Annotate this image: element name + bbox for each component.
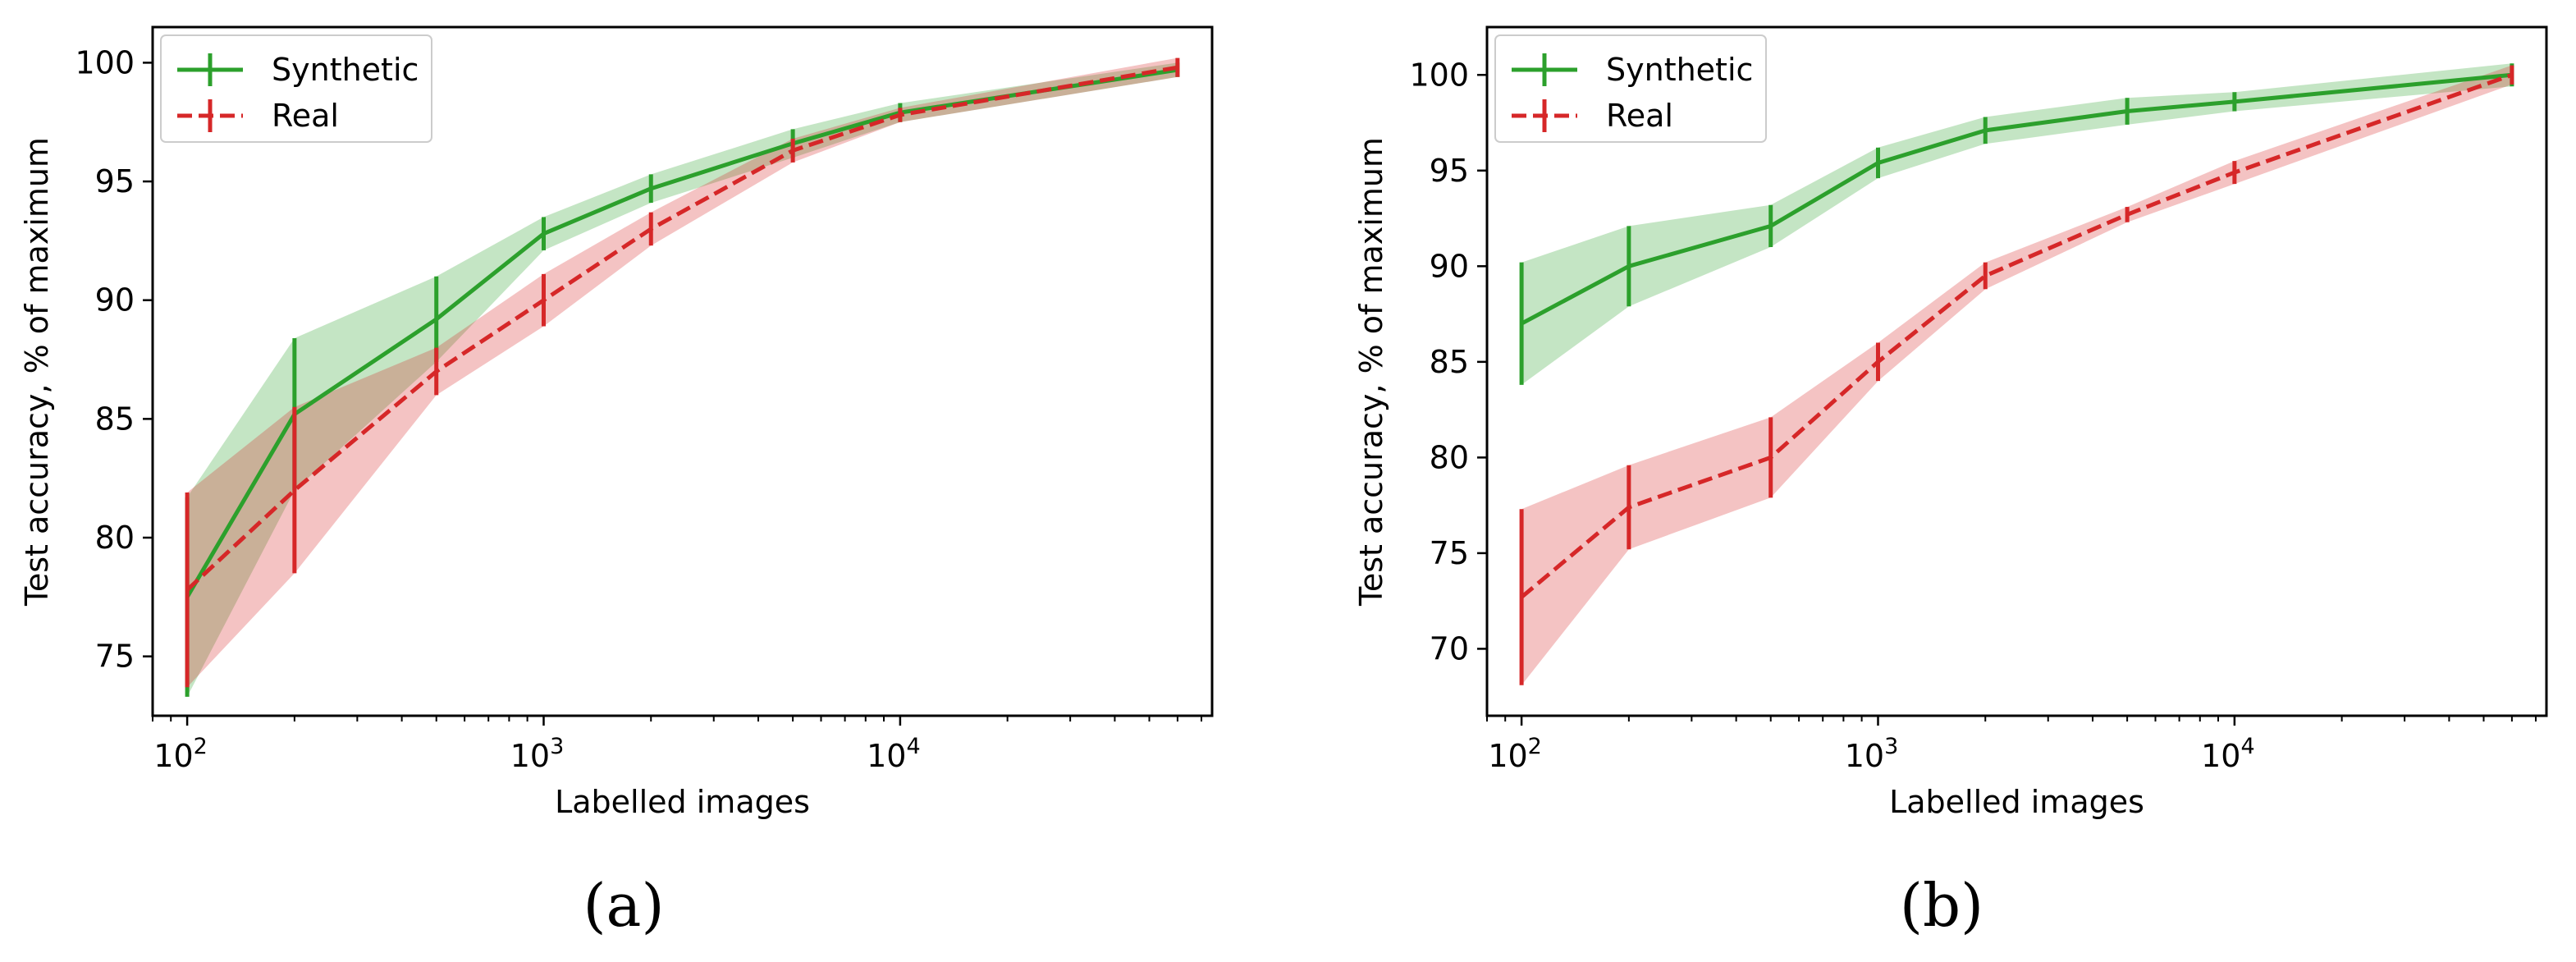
y-tick-label: 95 — [95, 163, 135, 199]
plot-frame — [1485, 25, 2548, 717]
y-tick-label: 100 — [75, 44, 135, 80]
x-axis-label: Labelled images — [1889, 784, 2144, 820]
panel-caption: (b) — [1900, 871, 1983, 940]
y-tick-label: 100 — [1409, 57, 1469, 93]
x-tick-label: 104 — [867, 734, 921, 774]
x-tick-label: 103 — [510, 734, 565, 774]
series-line-real — [185, 65, 1178, 592]
y-tick-label: 80 — [95, 520, 135, 556]
y-axis-label: Test accuracy, % of maximum — [1353, 137, 1389, 607]
legend-label-synthetic: Synthetic — [1606, 52, 1753, 88]
confidence-band-real — [187, 57, 1178, 688]
y-tick-label: 90 — [95, 282, 135, 318]
x-tick-label: 103 — [1845, 734, 1899, 774]
plot-frame — [151, 25, 1214, 717]
chart-panel-b: 70 75 80 85 90 95 100 102 103 104 Labelled images T… — [1353, 25, 2548, 940]
y-tick-label: 70 — [1430, 630, 1469, 667]
panel-caption: (a) — [583, 871, 664, 940]
series-line-real — [1520, 72, 2513, 599]
y-tick-label: 75 — [1430, 535, 1469, 571]
legend-label-real: Real — [272, 98, 339, 134]
x-tick-label: 102 — [1488, 734, 1542, 774]
y-tick-label: 90 — [1430, 248, 1469, 284]
y-tick-label: 85 — [1430, 344, 1469, 380]
y-tick-label: 75 — [95, 639, 135, 675]
series-line-synthetic — [185, 67, 1178, 598]
y-tick-label: 80 — [1430, 439, 1469, 475]
series-line-synthetic — [1520, 72, 2513, 326]
chart-panel-a: 75 80 85 90 95 100 102 103 104 Labelled images Tes… — [19, 25, 1214, 940]
y-tick-label: 85 — [95, 401, 135, 437]
legend: Synthetic Real — [160, 34, 432, 143]
x-axis-label: Labelled images — [555, 784, 810, 820]
legend-label-real: Real — [1606, 98, 1673, 134]
legend: Synthetic Real — [1494, 34, 1767, 143]
y-tick-label: 95 — [1430, 153, 1469, 189]
x-tick-label: 102 — [153, 734, 208, 774]
y-axis-label: Test accuracy, % of maximum — [19, 137, 55, 607]
x-tick-label: 104 — [2201, 734, 2255, 774]
confidence-band-synthetic — [187, 62, 1178, 697]
legend-label-synthetic: Synthetic — [272, 52, 419, 88]
